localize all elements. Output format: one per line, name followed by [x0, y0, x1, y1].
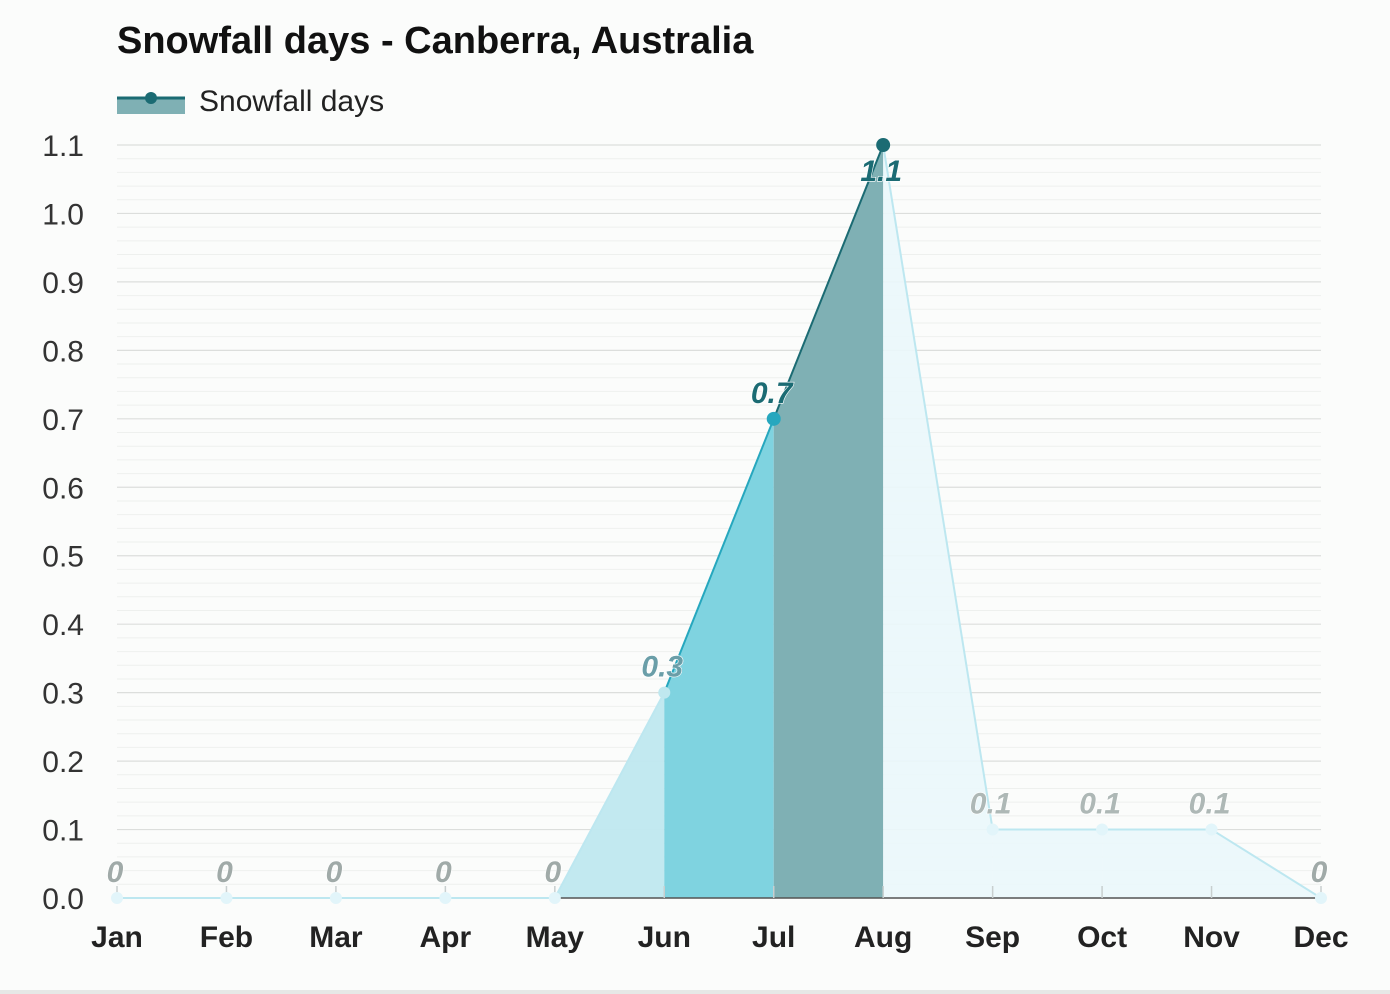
y-tick-label: 0.4 [42, 609, 84, 642]
y-tick-label: 0.2 [42, 746, 84, 779]
data-label: 0 [107, 856, 124, 889]
data-point [329, 892, 342, 904]
x-tick-label: Jan [91, 921, 143, 954]
legend-label: Snowfall days [199, 85, 385, 118]
x-tick-label: Oct [1077, 921, 1127, 954]
data-point [1315, 892, 1327, 904]
x-tick-label: Nov [1183, 921, 1240, 954]
y-tick-label: 0.3 [42, 678, 84, 711]
data-point [766, 411, 781, 426]
x-tick-label: Aug [854, 921, 912, 954]
x-tick-label: Jul [752, 921, 795, 954]
area-segment [883, 145, 993, 898]
data-point [1096, 823, 1109, 836]
x-tick-label: Apr [420, 921, 472, 954]
data-label: 0 [216, 856, 233, 889]
y-tick-label: 0.0 [42, 883, 84, 916]
y-tick-label: 0.1 [42, 815, 84, 848]
legend[interactable]: Snowfall days [117, 82, 384, 122]
x-tick-label: Dec [1293, 921, 1348, 954]
y-tick-label: 0.7 [42, 404, 84, 437]
area-segment [1102, 829, 1212, 898]
x-tick-label: Sep [965, 921, 1020, 954]
series-line [553, 692, 666, 899]
data-label: 0.1 [1189, 788, 1231, 821]
series-line [882, 144, 994, 830]
data-point [986, 823, 999, 836]
y-tick-label: 1.1 [42, 130, 84, 163]
data-label: 0.3 [641, 651, 683, 684]
data-label: 0 [1311, 856, 1328, 889]
series-line [772, 144, 885, 420]
area-segment [992, 829, 1103, 898]
data-point [548, 892, 561, 904]
data-point [439, 892, 452, 904]
y-tick-label: 1.0 [42, 198, 84, 231]
bottom-divider [0, 990, 1390, 994]
y-tick-label: 0.9 [42, 267, 84, 300]
data-label: 0 [435, 856, 452, 889]
data-label: 0 [326, 856, 343, 889]
series-line [1211, 828, 1322, 899]
y-tick-label: 0.6 [42, 472, 84, 505]
data-point [1205, 823, 1218, 836]
data-point [876, 138, 891, 152]
data-point [220, 892, 233, 904]
area-segment [773, 145, 884, 898]
x-tick-label: Feb [200, 921, 253, 954]
series-line [663, 418, 775, 694]
data-label: 0.1 [1079, 788, 1121, 821]
data-label: 0 [544, 856, 561, 889]
y-tick-label: 0.8 [42, 335, 84, 368]
data-label: 0.1 [970, 788, 1012, 821]
data-point [111, 892, 123, 904]
y-tick-label: 0.5 [42, 541, 84, 574]
legend-swatch-icon [117, 92, 185, 114]
data-label: 1.1 [860, 155, 902, 188]
data-label: 0.7 [751, 377, 794, 410]
area-segment [664, 418, 774, 898]
chart-title: Snowfall days - Canberra, Australia [117, 20, 754, 62]
data-point [658, 686, 671, 699]
x-tick-label: Mar [309, 921, 363, 954]
x-tick-label: May [526, 921, 585, 954]
x-tick-label: Jun [638, 921, 691, 954]
